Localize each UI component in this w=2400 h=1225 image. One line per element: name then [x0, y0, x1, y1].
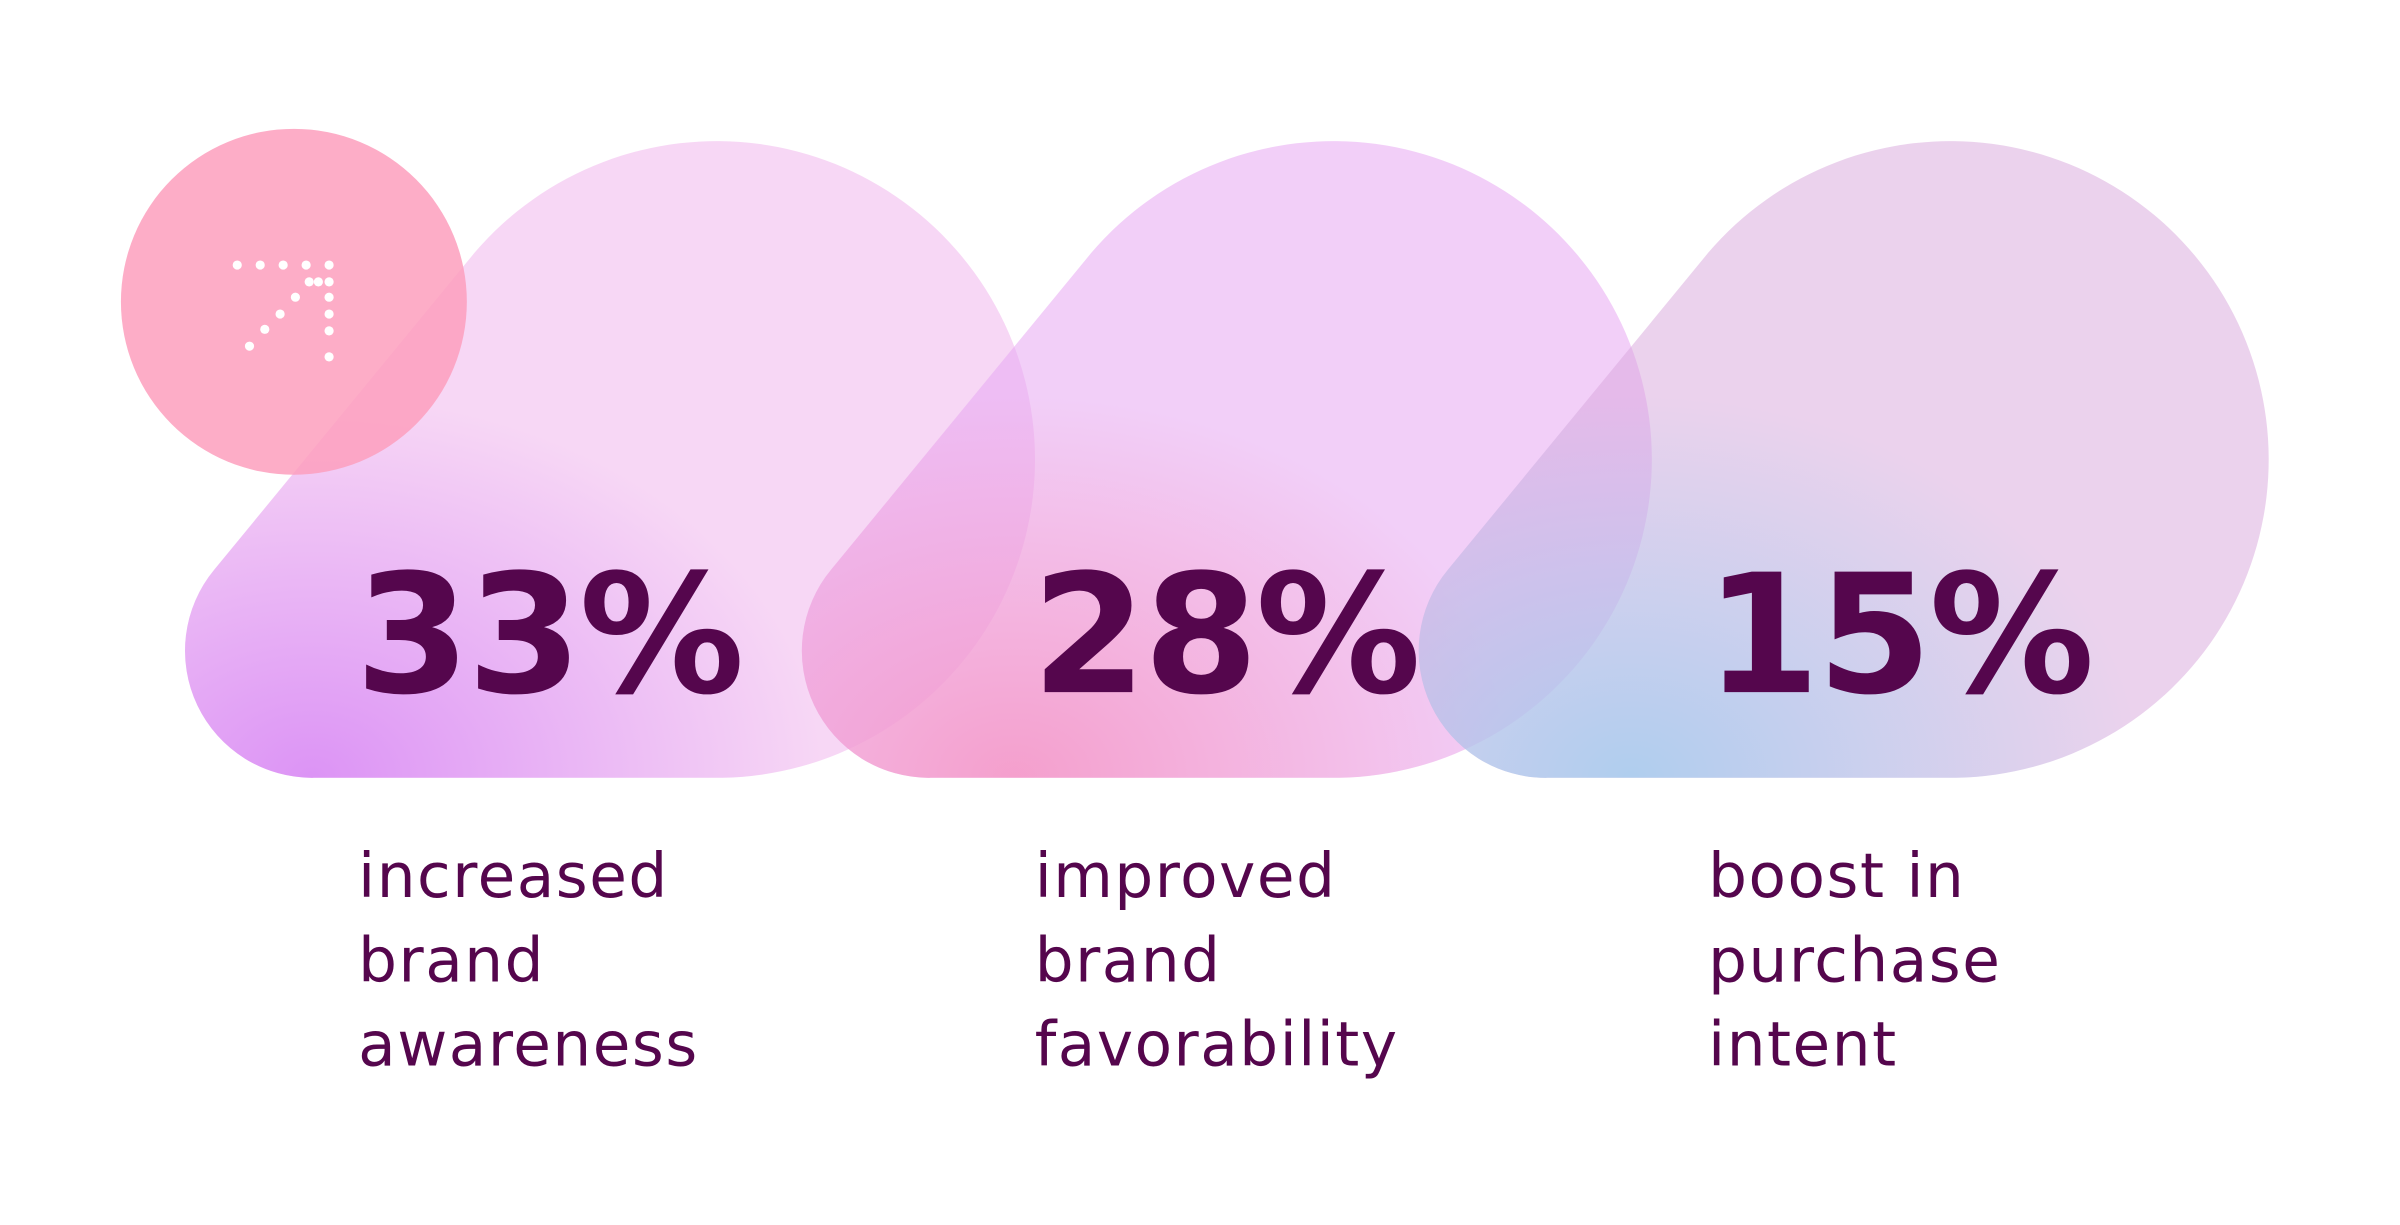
logo-icon [232, 260, 334, 362]
stat-label: boost in [1708, 841, 1965, 912]
stat-label: favorability [1035, 1010, 1399, 1081]
stat-value: 15% [1705, 539, 2091, 731]
stat-label: purchase [1708, 925, 2001, 996]
stat-label: brand [1035, 925, 1222, 996]
stat-value: 28% [1032, 539, 1418, 731]
stat-label: intent [1708, 1010, 1897, 1081]
stat-value: 33% [355, 539, 741, 731]
shapes [120, 128, 2269, 778]
logo-circle [120, 128, 467, 475]
bubble-glow [1418, 141, 2269, 778]
stat-label: awareness [358, 1010, 699, 1081]
stat-label: increased [358, 841, 669, 912]
stat-label: brand [358, 925, 545, 996]
stat-label: improved [1035, 841, 1337, 912]
